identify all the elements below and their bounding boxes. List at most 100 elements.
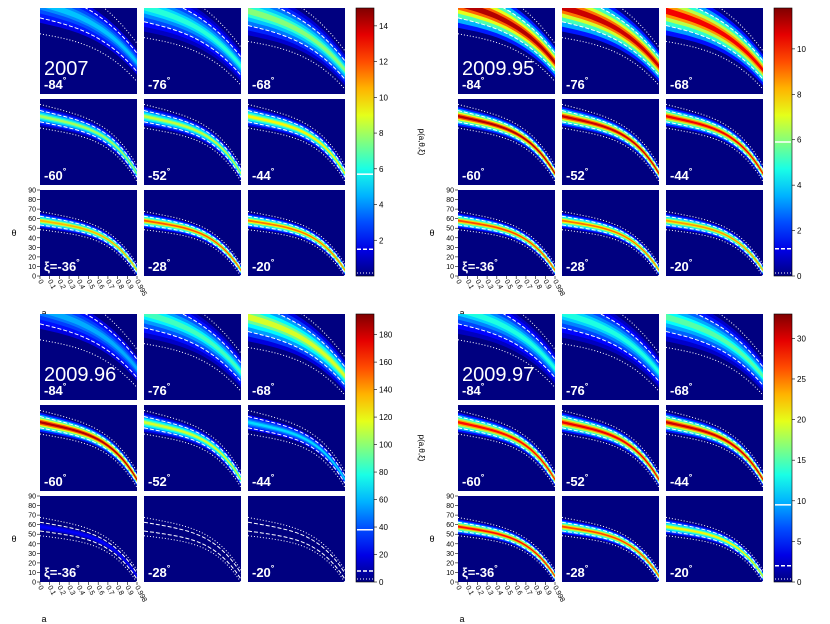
- density-band: [666, 524, 763, 578]
- colorbar-tick-label: 6: [379, 165, 384, 174]
- contour-dashed-lower: [666, 530, 763, 580]
- density-band: [666, 214, 763, 275]
- x-tick-label: 0.4: [493, 585, 504, 597]
- x-tick-label: 0.2: [56, 585, 67, 597]
- contour-dashed-upper: [562, 110, 659, 170]
- degree-symbol: °: [494, 563, 498, 573]
- figure-2007: [40, 8, 345, 276]
- y-axis-label: θ: [429, 534, 434, 544]
- y-tick-label: 50: [446, 226, 454, 233]
- contour-dashed-upper: [40, 416, 137, 476]
- panel-9: [248, 496, 345, 582]
- contour-dashed-upper: [562, 416, 659, 476]
- colorbar-tick-label: 100: [379, 441, 393, 450]
- colorbar-tick-label: 120: [379, 413, 393, 422]
- panel-label: -44°: [252, 166, 275, 183]
- y-tick-label: 30: [446, 551, 454, 558]
- y-tick-label: 30: [28, 551, 36, 558]
- y-tick-label: 30: [28, 245, 36, 252]
- x-tick-label: 0.3: [65, 585, 76, 597]
- x-tick-label: 0.6: [94, 585, 105, 597]
- x-tick-label: 0.2: [474, 585, 485, 597]
- x-tick-label: 0.7: [104, 279, 115, 291]
- degree-symbol: °: [167, 563, 171, 573]
- panel-5: [562, 99, 659, 185]
- density-band: [666, 525, 763, 577]
- density-band: [458, 214, 555, 275]
- contour-dotted-upper: [103, 314, 137, 350]
- y-tick-label: 60: [446, 216, 454, 223]
- y-tick-label: 60: [28, 522, 36, 529]
- contour-dotted-upper: [620, 8, 659, 48]
- degree-symbol: °: [167, 166, 171, 176]
- y-tick-label: 70: [446, 513, 454, 520]
- x-tick-label: 0.995: [133, 279, 147, 298]
- density-band: [248, 219, 345, 271]
- panel-4: [40, 405, 137, 491]
- x-tick-label: 0.1: [464, 279, 475, 291]
- density-band: [666, 218, 763, 272]
- panel-background: [144, 496, 241, 582]
- x-tick-label: 0.3: [65, 279, 76, 291]
- x-tick-label: 0.3: [483, 279, 494, 291]
- density-band: [666, 113, 763, 176]
- y-tick-label: 0: [32, 580, 36, 587]
- contour-dashed-lower: [562, 121, 659, 178]
- panel-label: -52°: [148, 472, 171, 489]
- contour-dashed-upper: [40, 215, 137, 268]
- density-band: [666, 314, 763, 379]
- contour-dashed-lower: [562, 530, 659, 580]
- x-tick-label: 0.4: [75, 585, 86, 597]
- y-tick-label: 40: [28, 541, 36, 548]
- contour-dashed-lower: [666, 331, 763, 386]
- density-band: [40, 525, 137, 577]
- x-tick-label: 0.1: [46, 279, 57, 291]
- panel-8: [562, 190, 659, 276]
- panel-5: [144, 405, 241, 491]
- contour-dotted-upper: [620, 314, 659, 354]
- y-tick-label: 80: [28, 503, 36, 510]
- density-band: [562, 8, 659, 71]
- x-tick-label: 0.8: [532, 585, 543, 597]
- y-tick-label: 30: [446, 245, 454, 252]
- degree-symbol: °: [167, 472, 171, 482]
- density-band: [248, 419, 345, 482]
- contour-dashed-upper: [666, 215, 763, 268]
- contour-dashed-lower: [458, 323, 555, 378]
- density-band: [40, 419, 137, 482]
- contour-dotted-upper: [719, 8, 763, 52]
- degree-symbol: °: [481, 381, 485, 391]
- panel-label: -60°: [44, 166, 67, 183]
- density-band: [144, 8, 241, 71]
- density-band: [144, 219, 241, 271]
- panel-7: [40, 496, 137, 582]
- density-band: [666, 520, 763, 581]
- contour-dotted-upper: [301, 314, 345, 358]
- contour-dashed-lower: [40, 224, 137, 274]
- x-axis-label: a: [459, 614, 464, 624]
- contour-dashed-lower: [144, 327, 241, 382]
- contour-dashed-upper: [666, 521, 763, 574]
- degree-symbol: °: [585, 381, 589, 391]
- degree-symbol: °: [585, 472, 589, 482]
- y-tick-label: 80: [446, 197, 454, 204]
- x-tick-label: 0.1: [46, 585, 57, 597]
- colorbar-tick-label: 12: [379, 58, 388, 67]
- colorbar-tick-label: 0: [797, 272, 802, 281]
- density-band: [458, 524, 555, 578]
- degree-symbol: °: [689, 563, 693, 573]
- degree-symbol: °: [585, 166, 589, 176]
- x-tick-label: 0.2: [56, 279, 67, 291]
- contour-dashed-lower: [248, 25, 345, 80]
- degree-symbol: °: [689, 166, 693, 176]
- degree-symbol: °: [76, 257, 80, 267]
- density-band: [458, 113, 555, 176]
- colorbar: [355, 7, 375, 277]
- degree-symbol: °: [271, 563, 275, 573]
- contour-dashed-upper: [144, 215, 241, 268]
- panel-label: -28°: [566, 257, 589, 274]
- panel-1: [40, 8, 137, 94]
- y-tick-label: 10: [446, 570, 454, 577]
- degree-symbol: °: [481, 472, 485, 482]
- x-axis-label: a: [41, 308, 46, 318]
